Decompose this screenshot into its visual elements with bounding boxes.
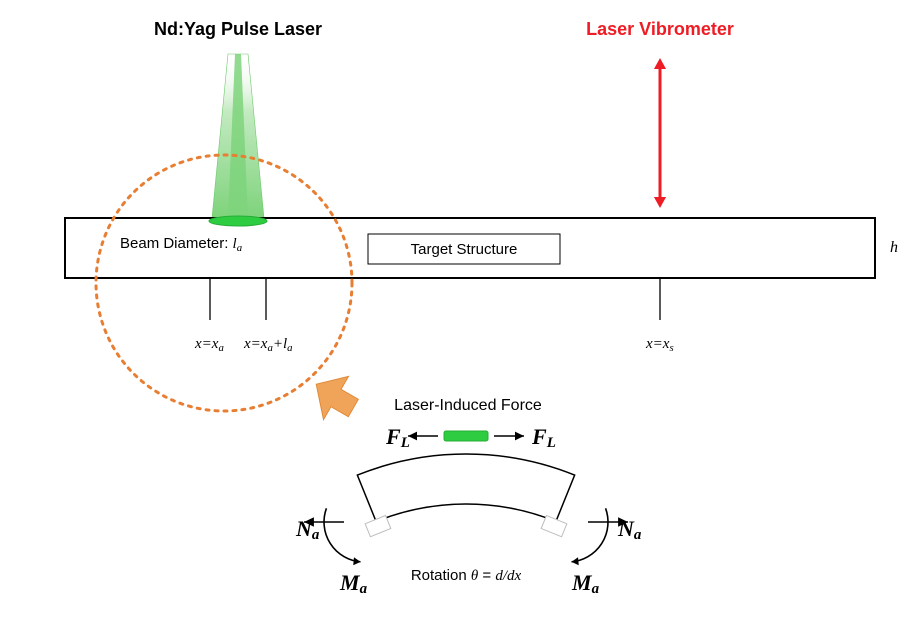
arrow-FL-right	[494, 432, 524, 441]
force-strip	[444, 431, 488, 441]
moment-arc-right	[571, 508, 608, 562]
rotation-label: Rotation θ = d/dx	[411, 567, 522, 584]
label-h: h	[890, 239, 898, 256]
moment-arc-left-head	[353, 557, 360, 565]
end-box	[541, 516, 567, 537]
bent-element	[357, 454, 574, 521]
x-tick-label: x=xa	[194, 336, 224, 354]
x-tick-label: x=xs	[645, 336, 674, 354]
moment-arc-left	[324, 508, 361, 562]
beam-diameter-label: Beam Diameter: la	[120, 235, 242, 254]
laser-spot	[209, 216, 267, 226]
x-tick-label: x=xa+la	[243, 336, 293, 354]
title-pulse-laser: Nd:Yag Pulse Laser	[154, 19, 322, 39]
end-box	[365, 516, 391, 537]
label-Ma-left: Ma	[339, 570, 368, 597]
target-structure-label: Target Structure	[411, 241, 518, 258]
arrow-FL-left	[408, 432, 438, 441]
laser-induced-force-title: Laser-Induced Force	[394, 397, 542, 414]
label-FL-right: FL	[531, 424, 556, 451]
title-vibrometer: Laser Vibrometer	[586, 19, 734, 39]
moment-arc-right-head	[571, 557, 578, 565]
label-FL-left: FL	[385, 424, 410, 451]
vibrometer-arrow	[654, 58, 666, 208]
label-Na-left: Na	[295, 516, 320, 543]
label-Ma-right: Ma	[571, 570, 600, 597]
